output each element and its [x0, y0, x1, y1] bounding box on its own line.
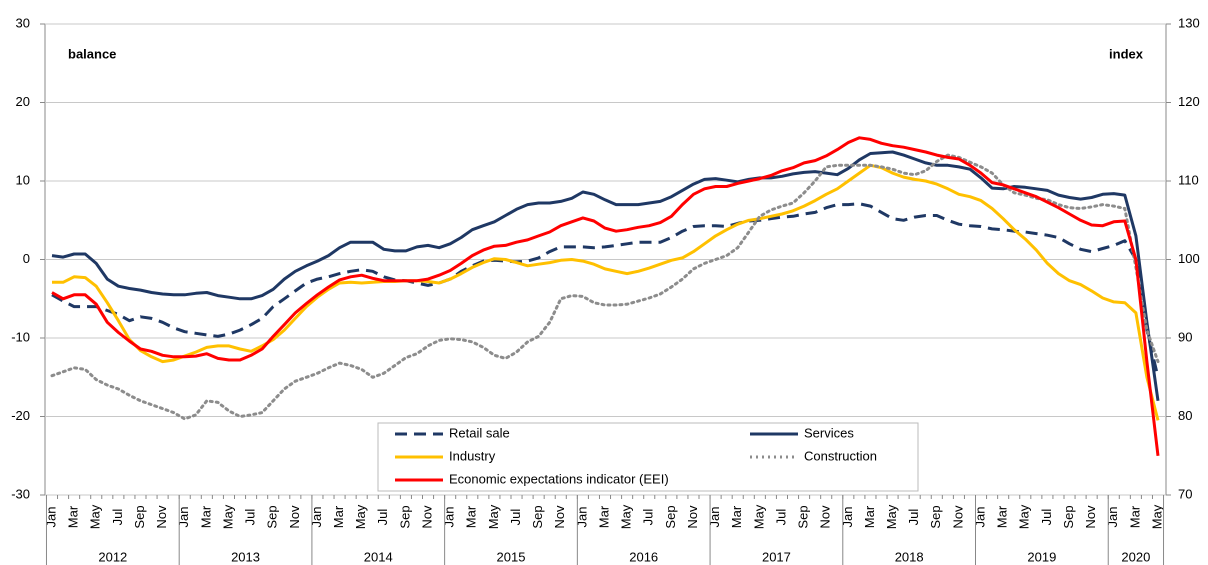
x-tick-label: Sep — [928, 505, 943, 528]
x-tick-label: Sep — [132, 505, 147, 528]
x-tick-label: May — [353, 504, 368, 529]
x-tick-label: May — [88, 504, 103, 529]
x-tick-label: Jan — [707, 507, 722, 528]
y-tick-label: 20 — [16, 94, 30, 109]
year-label: 2016 — [629, 549, 658, 564]
x-tick-label: Sep — [265, 505, 280, 528]
x-tick-label: Mar — [1127, 505, 1142, 528]
x-tick-label: Jul — [508, 509, 523, 526]
y-tick-label: 0 — [23, 251, 30, 266]
y2-tick-label: 80 — [1178, 408, 1192, 423]
legend-label: Industry — [449, 448, 496, 463]
x-tick-label: Nov — [685, 505, 700, 529]
year-label: 2017 — [762, 549, 791, 564]
y2-axis-label: index — [1109, 46, 1144, 61]
x-tick-label: May — [751, 504, 766, 529]
series-line — [51, 150, 1160, 402]
x-tick-label: Nov — [818, 505, 833, 529]
y-tick-label: -20 — [11, 408, 30, 423]
x-tick-label: May — [619, 504, 634, 529]
x-tick-label: May — [1017, 504, 1032, 529]
x-tick-label: Jul — [641, 509, 656, 526]
series-line — [50, 153, 1160, 421]
series-line — [52, 163, 1160, 421]
year-label: 2015 — [497, 549, 526, 564]
x-tick-label: Jan — [972, 507, 987, 528]
x-tick-label: Sep — [397, 505, 412, 528]
x-tick-label: Nov — [154, 505, 169, 529]
x-tick-label: Jan — [1105, 507, 1120, 528]
x-tick-label: Mar — [995, 505, 1010, 528]
y-tick-label: -10 — [11, 329, 30, 344]
legend-label: Services — [804, 425, 854, 440]
x-tick-label: Mar — [198, 505, 213, 528]
year-label: 2014 — [364, 549, 393, 564]
x-tick-label: Mar — [66, 505, 81, 528]
y2-tick-label: 120 — [1178, 94, 1200, 109]
x-tick-label: Jan — [43, 507, 58, 528]
x-tick-label: Sep — [796, 505, 811, 528]
x-tick-label: Jan — [442, 507, 457, 528]
year-label: 2018 — [895, 549, 924, 564]
year-label: 2013 — [231, 549, 260, 564]
x-tick-label: May — [486, 504, 501, 529]
x-tick-label: Sep — [663, 505, 678, 528]
series-line — [51, 202, 1160, 378]
y-tick-label: 10 — [16, 172, 30, 187]
x-tick-label: May — [884, 504, 899, 529]
x-tick-label: May — [220, 504, 235, 529]
x-tick-label: Sep — [1061, 505, 1076, 528]
x-tick-label: Jul — [773, 509, 788, 526]
legend: Retail sale Services Industry Construction E… — [377, 422, 919, 492]
year-label: 2012 — [98, 549, 127, 564]
x-tick-label: Mar — [862, 505, 877, 528]
x-tick-label: Nov — [287, 505, 302, 529]
y-tick-label: -30 — [11, 486, 30, 501]
x-tick-label: Nov — [552, 505, 567, 529]
legend-label: Construction — [804, 448, 877, 463]
x-tick-label: Nov — [950, 505, 965, 529]
year-label: 2019 — [1027, 549, 1056, 564]
x-tick-label: Jan — [840, 507, 855, 528]
y2-tick-label: 130 — [1178, 15, 1200, 30]
y-axis-label: balance — [68, 46, 116, 61]
x-tick-label: Mar — [464, 505, 479, 528]
x-tick-label: Jul — [375, 509, 390, 526]
x-tick-label: Mar — [729, 505, 744, 528]
y2-tick-label: 110 — [1178, 172, 1199, 187]
legend-label: Retail sale — [449, 425, 510, 440]
x-tick-label: Mar — [596, 505, 611, 528]
x-tick-label: May — [1149, 504, 1164, 529]
x-tick-label: Nov — [419, 505, 434, 529]
year-label: 2020 — [1121, 549, 1150, 564]
x-tick-label: Jul — [906, 509, 921, 526]
y-tick-label: 30 — [16, 15, 30, 30]
series-line — [51, 136, 1160, 456]
x-tick-label: Mar — [331, 505, 346, 528]
x-tick-label: Jul — [1039, 509, 1054, 526]
x-tick-label: Nov — [1083, 505, 1098, 529]
x-tick-label: Jul — [110, 509, 125, 526]
y2-tick-label: 70 — [1178, 486, 1192, 501]
legend-label: Economic expectations indicator (EEI) — [449, 471, 669, 486]
x-tick-label: Sep — [530, 505, 545, 528]
y2-tick-label: 90 — [1178, 329, 1192, 344]
x-tick-label: Jan — [176, 507, 191, 528]
legend-box — [377, 422, 919, 492]
x-tick-label: Jul — [243, 509, 258, 526]
y2-tick-label: 100 — [1178, 251, 1200, 266]
x-tick-label: Jan — [309, 507, 324, 528]
x-tick-label: Jan — [574, 507, 589, 528]
